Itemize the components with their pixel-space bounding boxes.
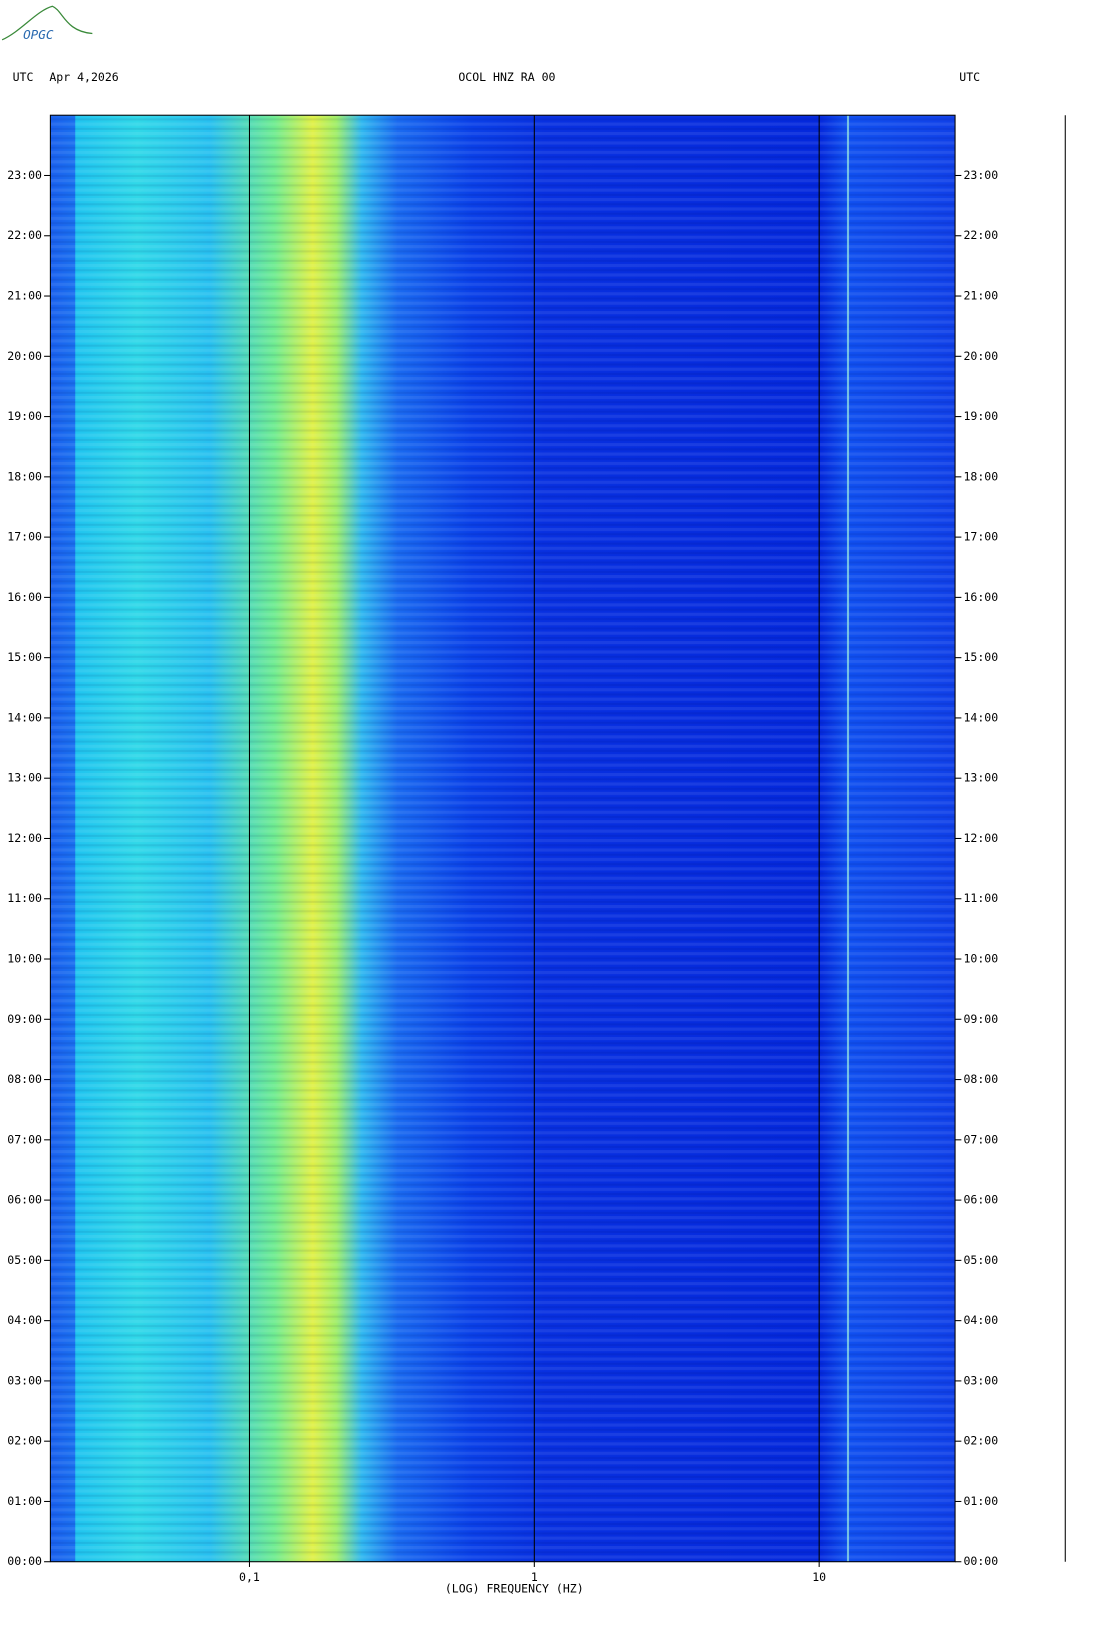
- y-tick-label-right: 10:00: [963, 952, 998, 966]
- y-tick-label-right: 13:00: [963, 771, 998, 785]
- y-tick-label-right: 22:00: [963, 228, 998, 242]
- y-tick-label-right: 06:00: [963, 1193, 998, 1207]
- left-label: UTC: [13, 70, 34, 84]
- y-tick-label: 14:00: [7, 710, 42, 724]
- x-axis-label: (LOG) FREQUENCY (HZ): [445, 1581, 584, 1595]
- y-tick-label: 07:00: [7, 1132, 42, 1146]
- y-tick-label-right: 12:00: [963, 831, 998, 845]
- y-tick-label: 21:00: [7, 289, 42, 303]
- y-tick-label-right: 01:00: [963, 1494, 998, 1508]
- y-tick-label: 18:00: [7, 469, 42, 483]
- y-tick-label: 19:00: [7, 409, 42, 423]
- x-tick-label: 10: [812, 1570, 826, 1584]
- y-tick-label-right: 05:00: [963, 1253, 998, 1267]
- y-tick-label-right: 19:00: [963, 409, 998, 423]
- y-tick-label-right: 00:00: [963, 1554, 998, 1568]
- y-tick-label-right: 03:00: [963, 1373, 998, 1387]
- y-tick-label: 03:00: [7, 1373, 42, 1387]
- y-tick-label: 06:00: [7, 1193, 42, 1207]
- y-tick-label: 01:00: [7, 1494, 42, 1508]
- y-tick-label: 02:00: [7, 1434, 42, 1448]
- y-tick-label-right: 02:00: [963, 1434, 998, 1448]
- x-tick-label: 0,1: [239, 1570, 260, 1584]
- x-tick-label: 1: [531, 1570, 538, 1584]
- y-tick-label: 22:00: [7, 228, 42, 242]
- y-tick-label-right: 04:00: [963, 1313, 998, 1327]
- y-tick-label-right: 07:00: [963, 1132, 998, 1146]
- y-tick-label: 08:00: [7, 1072, 42, 1086]
- y-tick-label: 11:00: [7, 891, 42, 905]
- y-tick-label-right: 16:00: [963, 590, 998, 604]
- y-tick-label-right: 15:00: [963, 650, 998, 664]
- chart-title: OCOL HNZ RA 00: [458, 70, 555, 84]
- y-tick-label-right: 20:00: [963, 349, 998, 363]
- y-tick-label: 04:00: [7, 1313, 42, 1327]
- y-tick-label: 13:00: [7, 771, 42, 785]
- logo: OPGC: [1, 5, 93, 42]
- y-tick-label-right: 17:00: [963, 530, 998, 544]
- y-tick-label: 15:00: [7, 650, 42, 664]
- y-tick-label-right: 21:00: [963, 289, 998, 303]
- y-tick-label: 12:00: [7, 831, 42, 845]
- y-tick-label: 20:00: [7, 349, 42, 363]
- y-tick-label: 16:00: [7, 590, 42, 604]
- y-tick-label: 00:00: [7, 1554, 42, 1568]
- y-tick-label-right: 11:00: [963, 891, 998, 905]
- y-tick-label-right: 08:00: [963, 1072, 998, 1086]
- y-tick-label: 17:00: [7, 530, 42, 544]
- y-tick-label: 05:00: [7, 1253, 42, 1267]
- y-tick-label-right: 23:00: [963, 168, 998, 182]
- y-tick-label-right: 09:00: [963, 1012, 998, 1026]
- date: Apr 4,2026: [49, 70, 118, 84]
- logo-text: OPGC: [23, 27, 54, 42]
- y-tick-label-right: 18:00: [963, 469, 998, 483]
- y-tick-label: 23:00: [7, 168, 42, 182]
- spectrogram-texture: [50, 115, 956, 1562]
- right-label: UTC: [959, 70, 980, 84]
- y-tick-label: 09:00: [7, 1012, 42, 1026]
- y-tick-label: 10:00: [7, 952, 42, 966]
- y-tick-label-right: 14:00: [963, 710, 998, 724]
